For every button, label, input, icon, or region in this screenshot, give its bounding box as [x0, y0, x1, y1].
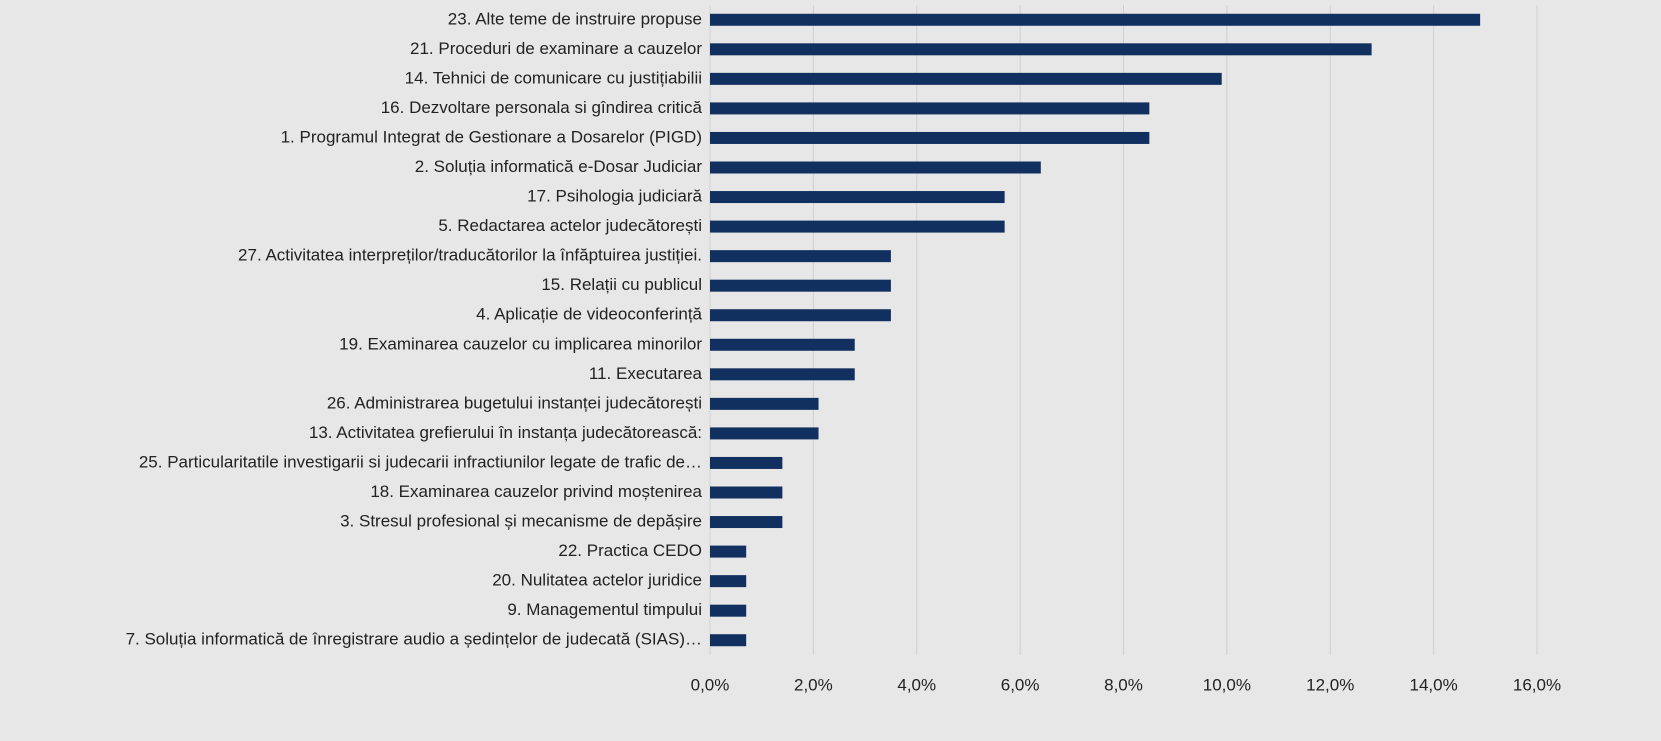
bar [710, 427, 819, 440]
bar [710, 131, 1150, 144]
y-tick-label: 27. Activitatea interpreților/traducător… [238, 246, 702, 265]
bar [710, 634, 747, 647]
bar [710, 545, 747, 558]
bar [710, 102, 1150, 115]
bar [710, 516, 783, 529]
y-tick-label: 3. Stresul profesional și mecanisme de d… [340, 512, 702, 531]
y-tick-label: 14. Tehnici de comunicare cu justițiabil… [405, 68, 702, 87]
y-tick-label: 22. Practica CEDO [558, 541, 702, 560]
y-tick-label: 2. Soluția informatică e-Dosar Judiciar [415, 157, 703, 176]
y-tick-label: 18. Examinarea cauzelor privind moștenir… [370, 482, 702, 501]
bar [710, 279, 891, 292]
y-tick-label: 1. Programul Integrat de Gestionare a Do… [281, 127, 702, 146]
y-tick-label: 4. Aplicație de videoconferință [476, 305, 702, 324]
bar [710, 456, 783, 469]
x-tick-label: 4,0% [897, 675, 936, 694]
bar [710, 397, 819, 410]
bar [710, 250, 891, 263]
bar [710, 604, 747, 617]
bar [710, 368, 855, 381]
bar [710, 486, 783, 499]
y-tick-label: 23. Alte teme de instruire propuse [448, 9, 702, 28]
bar [710, 309, 891, 322]
bar [710, 43, 1372, 56]
x-tick-label: 6,0% [1001, 675, 1040, 694]
x-tick-label: 8,0% [1104, 675, 1143, 694]
bar [710, 13, 1481, 26]
x-tick-label: 0,0% [691, 675, 730, 694]
bar [710, 575, 747, 588]
bar [710, 72, 1222, 85]
y-tick-label: 17. Psihologia judiciară [527, 187, 702, 206]
y-tick-label: 9. Managementul timpului [507, 600, 702, 619]
y-tick-label: 20. Nulitatea actelor juridice [492, 571, 702, 590]
y-tick-label: 21. Proceduri de examinare a cauzelor [410, 39, 702, 58]
bar [710, 220, 1005, 233]
y-tick-label: 26. Administrarea bugetului instanței ju… [327, 393, 702, 412]
bar [710, 338, 855, 351]
y-tick-label: 5. Redactarea actelor judecătorești [438, 216, 702, 235]
x-tick-label: 10,0% [1203, 675, 1251, 694]
bar [710, 191, 1005, 204]
y-tick-label: 7. Soluția informatică de înregistrare a… [126, 630, 702, 649]
x-tick-label: 14,0% [1410, 675, 1458, 694]
y-tick-label: 13. Activitatea grefierului în instanța … [309, 423, 702, 442]
x-tick-label: 12,0% [1306, 675, 1354, 694]
y-tick-label: 15. Relații cu publicul [541, 275, 702, 294]
y-tick-label: 11. Executarea [589, 364, 703, 383]
y-tick-label: 25. Particularitatile investigarii si ju… [139, 452, 702, 471]
x-tick-label: 16,0% [1513, 675, 1561, 694]
y-tick-label: 19. Examinarea cauzelor cu implicarea mi… [339, 334, 702, 353]
y-tick-label: 16. Dezvoltare personala si gîndirea cri… [381, 98, 703, 117]
x-tick-label: 2,0% [794, 675, 833, 694]
bar [710, 161, 1041, 174]
